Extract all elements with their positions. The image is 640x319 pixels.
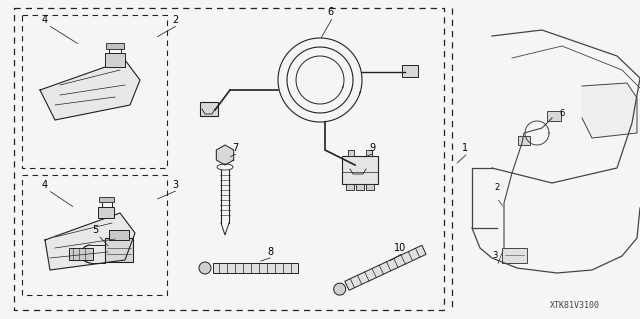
Bar [69, 248, 93, 260]
Bar [547, 111, 561, 121]
Text: 10: 10 [394, 243, 406, 253]
Bar [502, 248, 527, 263]
Bar [109, 230, 129, 240]
Bar [99, 197, 114, 202]
Bar [342, 156, 378, 184]
Polygon shape [40, 60, 140, 120]
Bar [348, 162, 366, 176]
Circle shape [333, 283, 346, 295]
Text: 8: 8 [267, 247, 273, 257]
Bar [105, 53, 125, 67]
Text: 6: 6 [327, 7, 333, 17]
Bar [348, 150, 354, 156]
Text: 7: 7 [232, 143, 238, 153]
Text: 1: 1 [462, 143, 468, 153]
Bar [402, 65, 418, 77]
Bar [356, 184, 364, 190]
Bar [518, 136, 530, 145]
Text: XTK81V3100: XTK81V3100 [550, 300, 600, 309]
Text: 2: 2 [172, 15, 178, 25]
Text: 2: 2 [494, 183, 500, 192]
Bar [105, 238, 133, 262]
Bar [345, 245, 426, 290]
Bar [213, 263, 298, 273]
Text: 9: 9 [369, 143, 375, 153]
Bar [366, 184, 374, 190]
Text: 3: 3 [172, 180, 178, 190]
Text: 4: 4 [42, 15, 48, 25]
Polygon shape [45, 213, 135, 270]
Bar [200, 102, 218, 116]
Bar [106, 43, 124, 49]
Polygon shape [216, 145, 234, 165]
Text: 6: 6 [559, 109, 564, 118]
Text: 4: 4 [42, 180, 48, 190]
Bar [98, 207, 114, 218]
Bar [346, 184, 354, 190]
Circle shape [199, 262, 211, 274]
Text: 3: 3 [492, 251, 498, 260]
Bar [366, 150, 372, 156]
Text: 5: 5 [92, 225, 98, 235]
Polygon shape [582, 83, 637, 138]
